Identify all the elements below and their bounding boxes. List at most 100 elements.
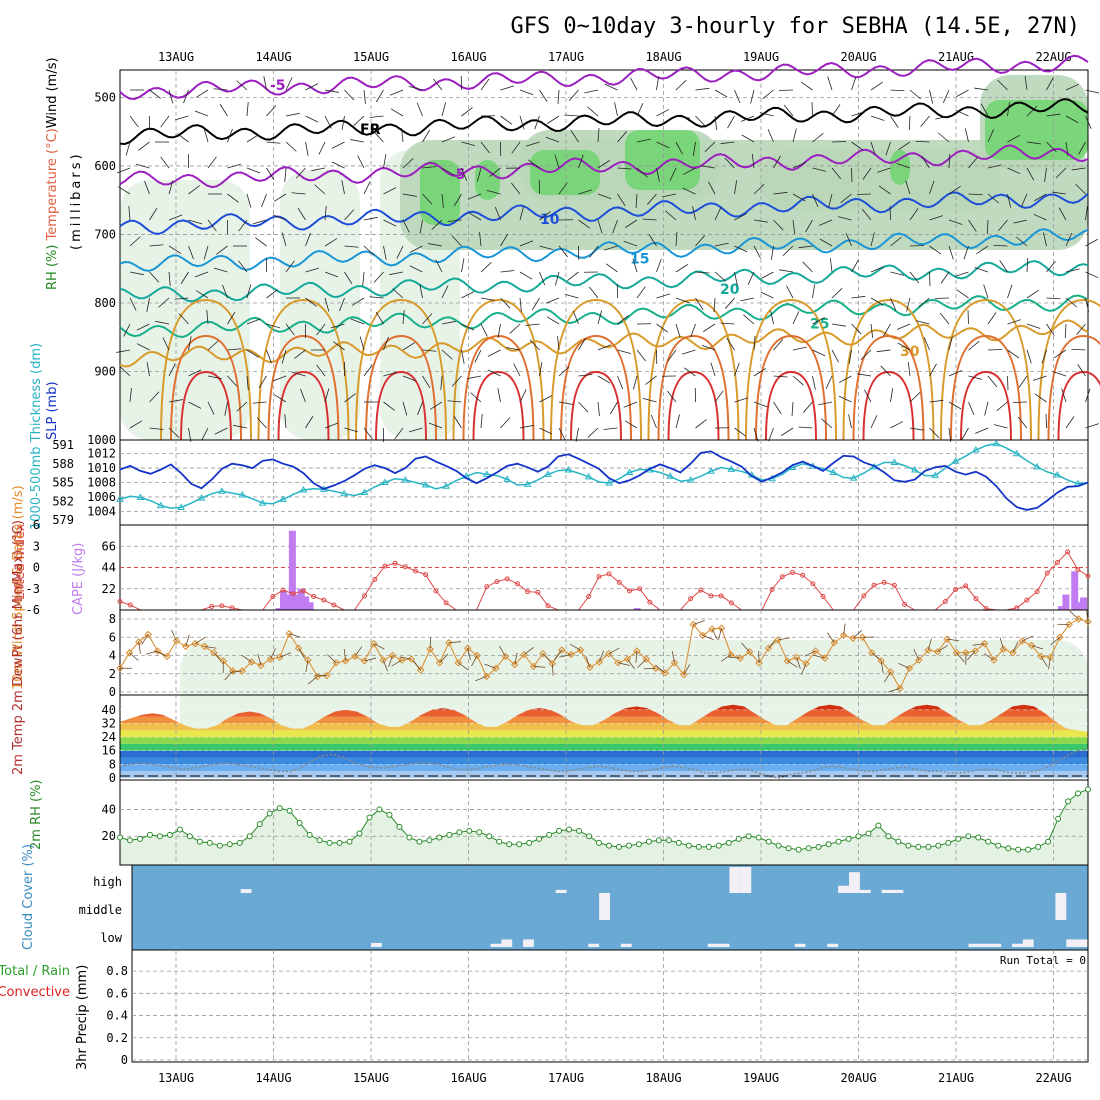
wind-point [1065, 620, 1073, 629]
wind-barb [675, 297, 690, 304]
wind-point [398, 656, 406, 664]
wind-barb [987, 312, 997, 325]
rh-point [236, 839, 243, 846]
wind-point [830, 639, 838, 647]
wind-barb [798, 245, 813, 249]
wind-tick: 2 [109, 667, 116, 681]
wind-barb [818, 401, 833, 406]
li-tick: 0 [33, 561, 40, 575]
wind-barb [857, 373, 872, 377]
wind-barb [753, 427, 759, 442]
wind-barb [708, 181, 716, 195]
rh-high-shade [420, 160, 460, 225]
wind-point [980, 639, 989, 648]
wind-barb [625, 219, 638, 228]
wind-barb [461, 167, 468, 182]
wind-barb [195, 89, 209, 98]
rh-point [965, 833, 972, 840]
wind-point [464, 644, 472, 652]
wind-barb [578, 337, 587, 351]
wind-barb [369, 115, 384, 118]
wind-barb [837, 216, 852, 221]
wind-barb [382, 659, 389, 672]
wind-point [539, 649, 547, 658]
wind-barb [597, 310, 603, 325]
wind-barb [246, 318, 261, 325]
wind-barb [956, 89, 969, 98]
wind-barb [129, 297, 137, 311]
isotherm-line [119, 319, 1089, 368]
wind-barb [117, 186, 131, 195]
wind-barb [939, 312, 950, 325]
warm-contour [647, 298, 740, 441]
wind-barb [554, 649, 563, 660]
wind-barb [921, 156, 930, 169]
wind-barb [798, 426, 813, 429]
rh-point [745, 833, 752, 840]
thickness-point [1033, 462, 1041, 470]
wind-barb [734, 362, 740, 377]
wind-barb [767, 128, 774, 143]
wind-barb [662, 193, 677, 198]
wind-barb [431, 219, 443, 230]
wind-barb [408, 427, 423, 433]
cloud-cell [371, 942, 382, 947]
rh-point [1025, 846, 1032, 853]
wind-barb [246, 349, 260, 358]
cloud-cell [588, 943, 600, 947]
wind-barb [929, 89, 934, 104]
wind-barb [1078, 141, 1086, 155]
wind-barb [1061, 388, 1067, 403]
rh-high-shade [475, 160, 500, 200]
wind-barb [230, 670, 243, 673]
thickness-tick: 591 [52, 438, 74, 452]
warm-contour [267, 334, 340, 441]
wind-barb [305, 115, 319, 123]
rh-point [695, 843, 702, 850]
wind-barb [1034, 193, 1047, 202]
wind-barb [987, 193, 999, 204]
thickness-point [849, 474, 858, 481]
cape-bar [1057, 606, 1065, 610]
wind-barb [373, 271, 384, 283]
wind-barb [831, 167, 842, 180]
wind-point [511, 660, 519, 669]
li-point [1054, 560, 1060, 566]
wind-barb [523, 647, 534, 655]
wind-barb [1012, 641, 1019, 653]
wind-barb [851, 141, 864, 151]
wind-barb [598, 650, 604, 663]
wind-barb [961, 427, 969, 441]
isotherm-label: 20 [720, 282, 740, 298]
wind-barb [511, 141, 521, 154]
wind-barb [909, 89, 921, 100]
ylabel-part: RH (%) [45, 245, 60, 290]
cloud-cell [794, 943, 806, 947]
wind-barb [429, 637, 432, 650]
cape-tick: 66 [102, 539, 116, 553]
rh-point [1065, 798, 1072, 805]
wind-barb [343, 648, 346, 662]
wind-barb [792, 128, 797, 143]
wind-barb [1022, 635, 1034, 642]
li-point [412, 568, 418, 574]
thickness-tick: 588 [52, 457, 74, 471]
temp-band [120, 771, 1088, 778]
wind-barb [1052, 371, 1067, 377]
wind-barb [1040, 656, 1048, 667]
wind-barb [402, 310, 405, 325]
precip-frame [131, 949, 1089, 1063]
rh2m-panel: 20 40 2m RH (%) [29, 779, 1091, 866]
precip-tick: 0.4 [106, 1009, 128, 1023]
wind-point [661, 669, 669, 677]
wind-barb [1026, 105, 1038, 117]
wind-point [821, 654, 829, 662]
thickness-tick: 585 [52, 476, 74, 490]
wind-barb [974, 427, 989, 434]
wind-barb [1085, 423, 1099, 429]
wind-barb [843, 623, 846, 636]
thickness-point [972, 446, 980, 453]
wind-barb [514, 652, 518, 665]
wind-barb [284, 167, 287, 182]
wind-point [294, 644, 303, 652]
